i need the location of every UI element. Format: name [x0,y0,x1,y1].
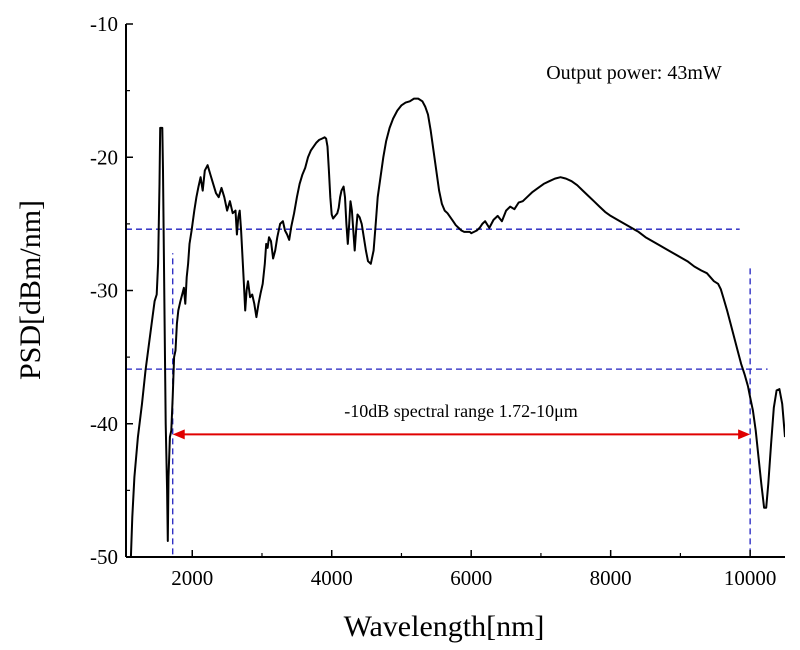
axes-group: 2000 4000 6000 8000 10000 -50 -40 -30 -20 -10 [90,12,785,590]
y-tick-label: -30 [90,279,118,303]
y-tick-label: -40 [90,412,118,436]
x-tick-label: 10000 [724,566,777,590]
series-group [129,97,785,557]
x-tick-label: 2000 [171,566,213,590]
x-tick-label: 8000 [590,566,632,590]
spectrum-line-0 [129,97,785,557]
spectral-range-label: -10dB spectral range 1.72-10μm [344,401,578,421]
output-power-label: Output power: 43mW [546,62,722,84]
y-tick-label: -50 [90,545,118,569]
reference-lines [126,228,768,555]
y-tick-label: -10 [90,12,118,36]
x-axis-title: Wavelength[nm] [344,610,545,643]
y-axis-title: PSD[dBm/nm] [14,200,47,380]
x-tick-label: 4000 [311,566,353,590]
y-tick-label: -20 [90,145,118,169]
x-tick-label: 6000 [450,566,492,590]
range-arrow-group [172,429,751,440]
range-arrow-left-head [172,429,185,440]
range-arrow-right-head [738,429,751,440]
